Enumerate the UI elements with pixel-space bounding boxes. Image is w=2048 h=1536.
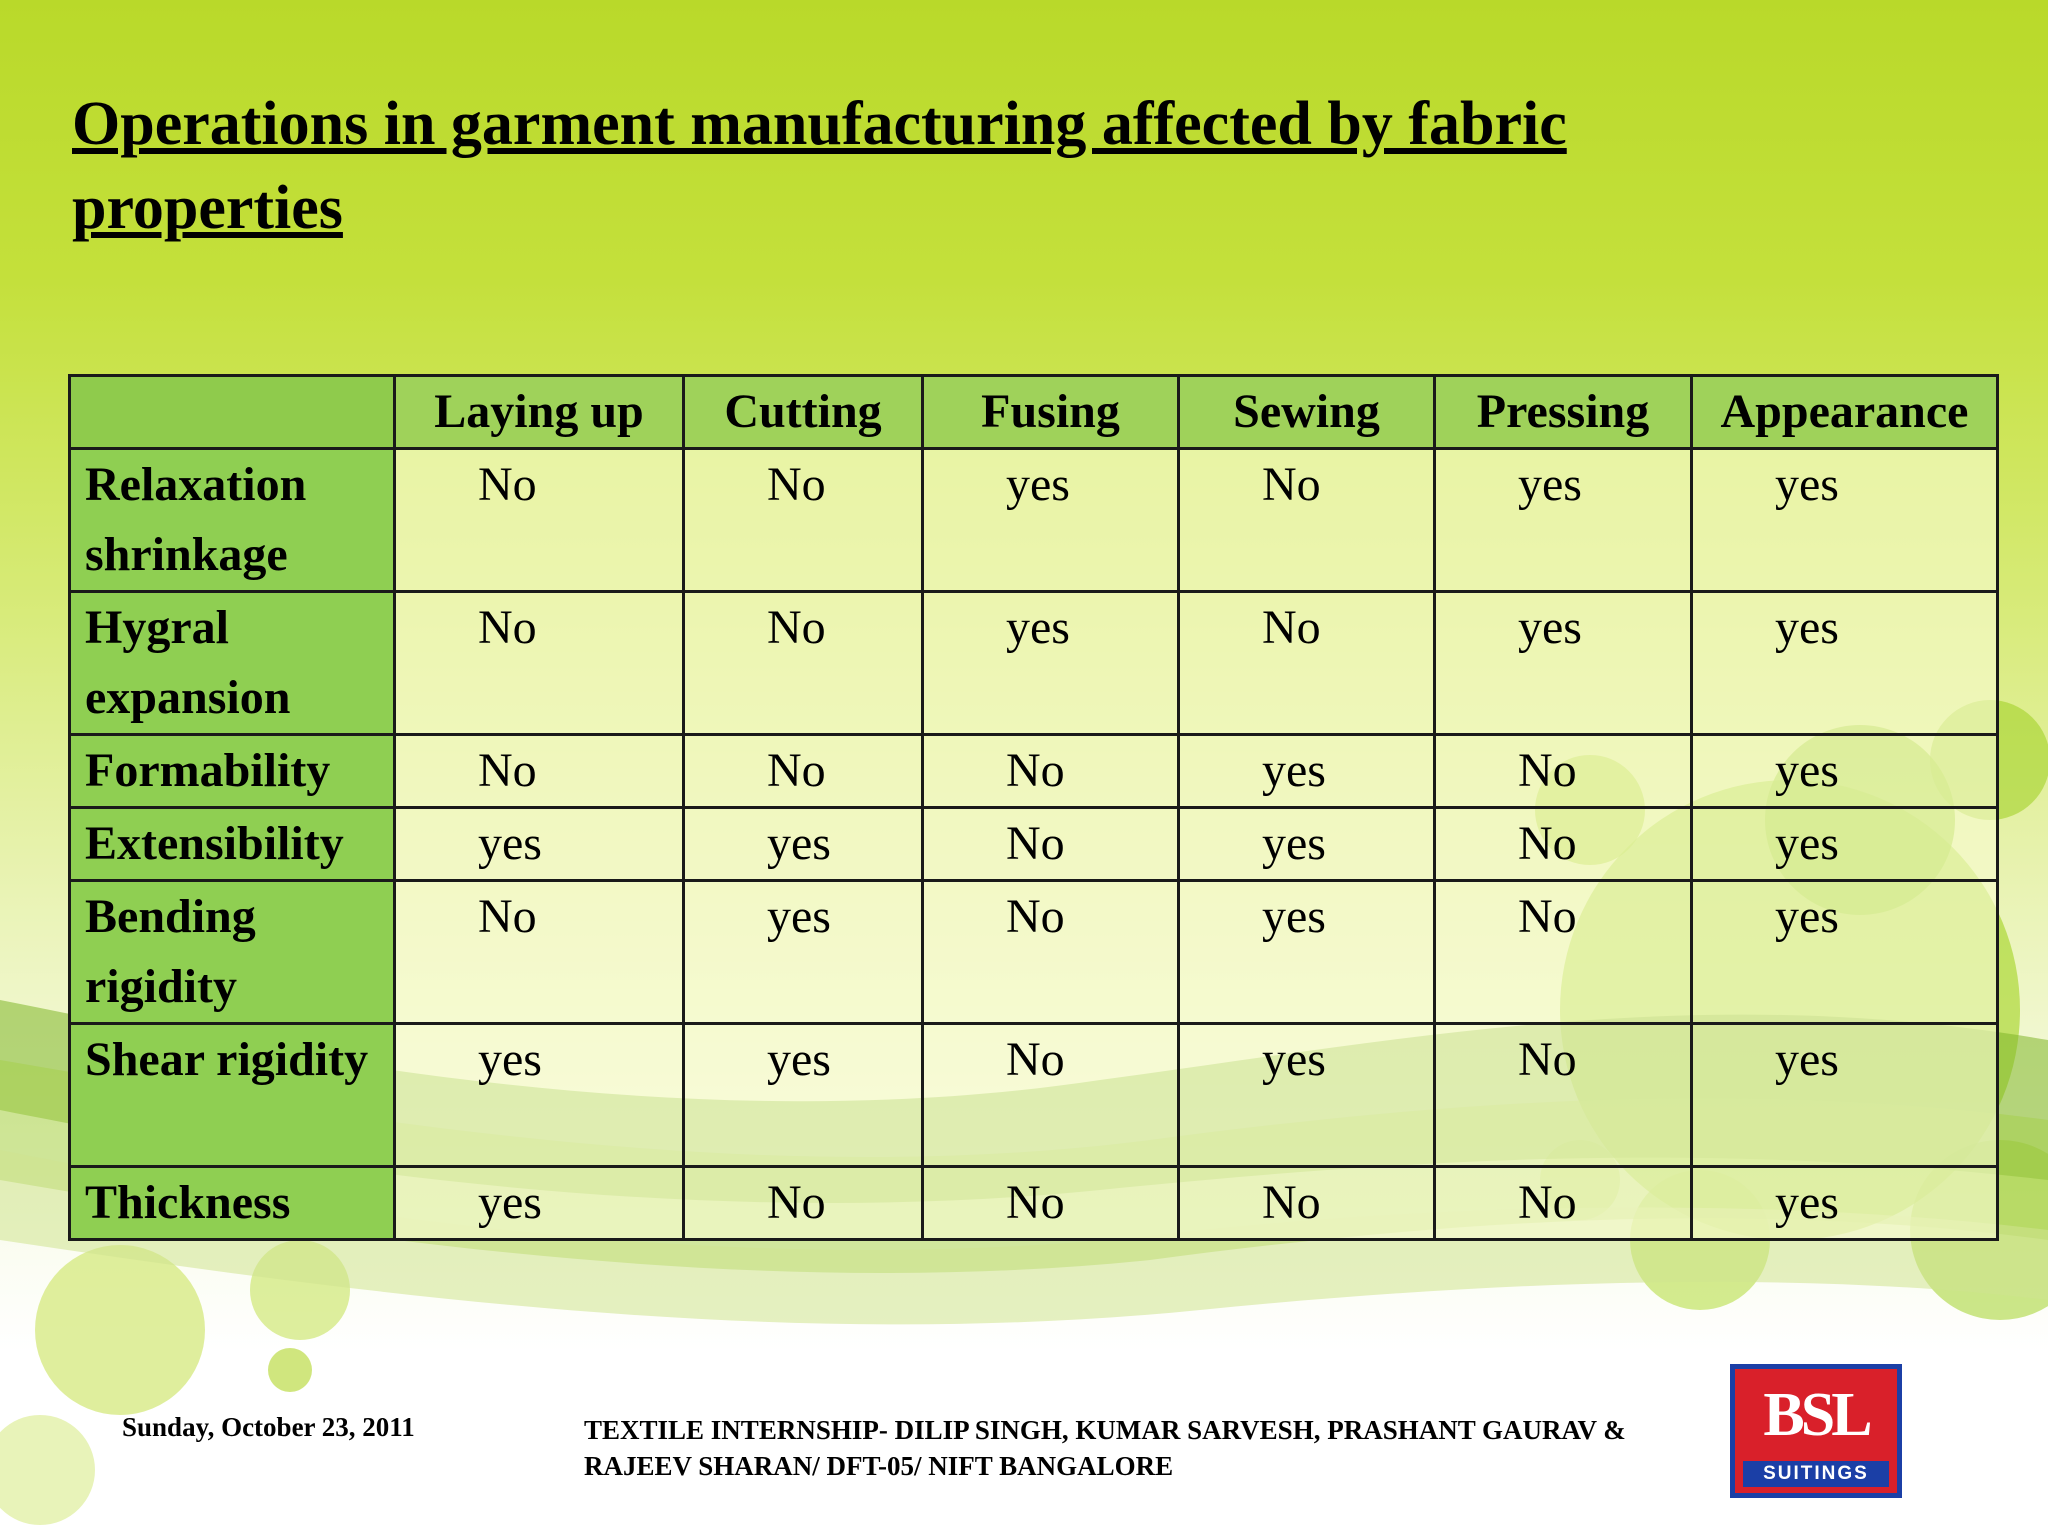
table-cell: yes: [1433, 447, 1693, 593]
row-label: Formability: [68, 733, 396, 809]
column-header-laying-up: Laying up: [393, 374, 685, 450]
table-cell: yes: [1433, 590, 1693, 736]
table-cell: yes: [682, 1022, 924, 1168]
table-cell: yes: [1690, 1022, 1999, 1168]
table-cell: yes: [1690, 879, 1999, 1025]
row-label: Extensibility: [68, 806, 396, 882]
logo-panel: BSL SUITINGS: [1735, 1369, 1897, 1493]
table-cell: yes: [1690, 590, 1999, 736]
table-cell: No: [921, 879, 1180, 1025]
column-header-fusing: Fusing: [921, 374, 1180, 450]
logo-subtext: SUITINGS: [1743, 1461, 1889, 1487]
row-label: Shear rigidity: [68, 1022, 396, 1168]
table-cell: No: [1433, 879, 1693, 1025]
table-row: Extensibility yes yes No yes No yes: [68, 806, 1999, 882]
table-cell: No: [921, 1165, 1180, 1241]
table-cell: No: [682, 447, 924, 593]
table-cell: No: [393, 590, 685, 736]
table-cell: No: [921, 1022, 1180, 1168]
table-cell: yes: [682, 806, 924, 882]
table-cell: yes: [1177, 879, 1436, 1025]
column-header-cutting: Cutting: [682, 374, 924, 450]
table-row: Shear rigidity yes yes No yes No yes: [68, 1022, 1999, 1168]
table-cell: No: [682, 1165, 924, 1241]
row-label: Bending rigidity: [68, 879, 396, 1025]
table-cell: No: [921, 733, 1180, 809]
table-header-corner: [68, 374, 396, 450]
table-cell: No: [921, 806, 1180, 882]
table-cell: yes: [1177, 806, 1436, 882]
table-cell: No: [1433, 1022, 1693, 1168]
table-cell: No: [1177, 1165, 1436, 1241]
table-cell: yes: [393, 806, 685, 882]
table-row: Relaxation shrinkage No No yes No yes ye…: [68, 447, 1999, 593]
table-cell: yes: [393, 1165, 685, 1241]
table-cell: yes: [1690, 1165, 1999, 1241]
bsl-suitings-logo: BSL SUITINGS: [1730, 1364, 1902, 1498]
table-cell: yes: [393, 1022, 685, 1168]
table-header-row: Laying up Cutting Fusing Sewing Pressing…: [68, 374, 1999, 450]
table-row: Thickness yes No No No No yes: [68, 1165, 1999, 1241]
column-header-appearance: Appearance: [1690, 374, 1999, 450]
table-cell: yes: [1690, 447, 1999, 593]
logo-text: BSL: [1763, 1381, 1872, 1449]
table-row: Bending rigidity No yes No yes No yes: [68, 879, 1999, 1025]
row-label: Thickness: [68, 1165, 396, 1241]
table-row: Hygral expansion No No yes No yes yes: [68, 590, 1999, 736]
table-cell: yes: [1177, 733, 1436, 809]
table-cell: yes: [921, 590, 1180, 736]
table-cell: No: [682, 733, 924, 809]
table-cell: No: [1177, 447, 1436, 593]
properties-table: Laying up Cutting Fusing Sewing Pressing…: [68, 374, 1999, 1241]
column-header-pressing: Pressing: [1433, 374, 1693, 450]
table-cell: No: [682, 590, 924, 736]
table-cell: yes: [1690, 806, 1999, 882]
table-cell: yes: [921, 447, 1180, 593]
table-row: Formability No No No yes No yes: [68, 733, 1999, 809]
table-cell: No: [393, 879, 685, 1025]
slide-title: Operations in garment manufacturing affe…: [72, 90, 1567, 242]
footer-credit: TEXTILE INTERNSHIP- DILIP SINGH, KUMAR S…: [584, 1415, 1626, 1481]
footer-date: Sunday, October 23, 2011: [122, 1412, 415, 1442]
table-cell: No: [1433, 806, 1693, 882]
table-cell: No: [393, 447, 685, 593]
column-header-sewing: Sewing: [1177, 374, 1436, 450]
row-label: Relaxation shrinkage: [68, 447, 396, 593]
table-cell: No: [1177, 590, 1436, 736]
table-cell: No: [1433, 733, 1693, 809]
row-label: Hygral expansion: [68, 590, 396, 736]
table-cell: No: [1433, 1165, 1693, 1241]
table-cell: No: [393, 733, 685, 809]
table-cell: yes: [1690, 733, 1999, 809]
table-cell: yes: [1177, 1022, 1436, 1168]
table-cell: yes: [682, 879, 924, 1025]
